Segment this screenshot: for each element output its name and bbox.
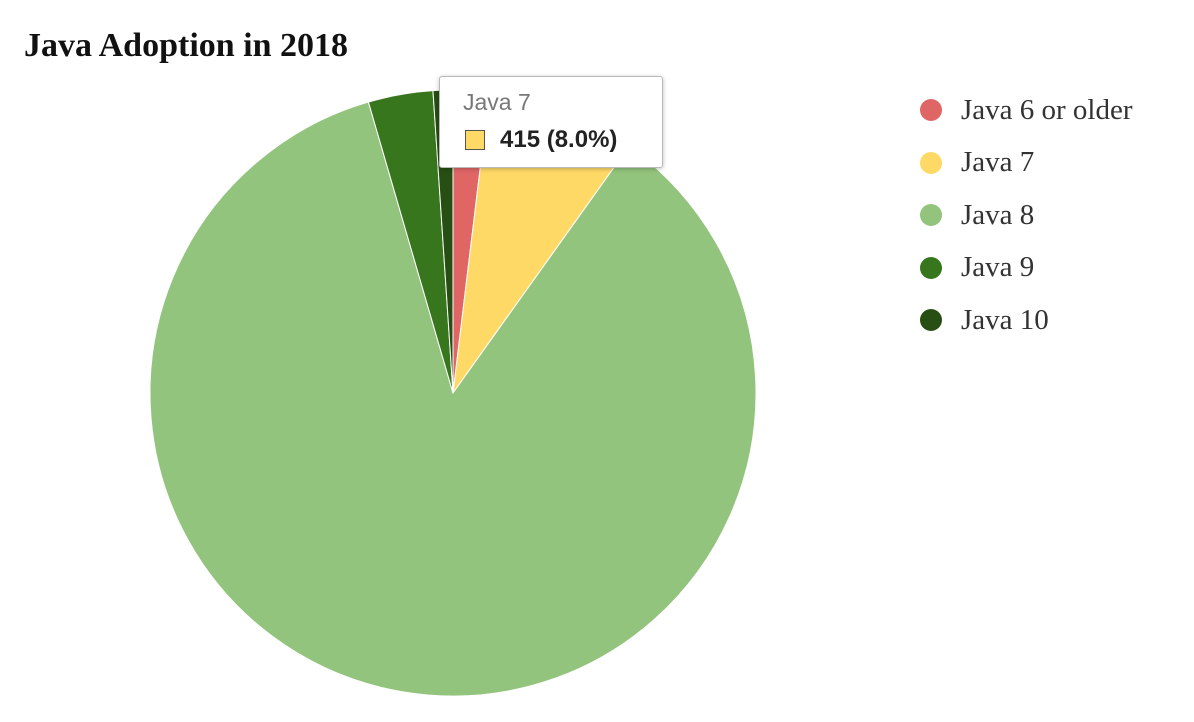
pie-slice-java-8[interactable] bbox=[149, 101, 757, 697]
legend-item-java-7[interactable]: Java 7 bbox=[920, 137, 1133, 190]
legend-label: Java 6 or older bbox=[961, 93, 1133, 126]
legend-swatch bbox=[920, 151, 942, 174]
legend-item-java-6-or-older[interactable]: Java 6 or older bbox=[920, 84, 1133, 137]
legend-item-java-10[interactable]: Java 10 bbox=[920, 294, 1133, 347]
chart-title: Java Adoption in 2018 bbox=[24, 27, 349, 64]
legend-swatch bbox=[920, 99, 942, 122]
legend-label: Java 9 bbox=[961, 251, 1035, 284]
legend-swatch bbox=[920, 256, 942, 279]
legend-label: Java 7 bbox=[961, 146, 1035, 179]
legend-swatch bbox=[920, 309, 942, 332]
legend: Java 6 or older Java 7 Java 8 Java 9 Java 10 bbox=[920, 84, 1133, 347]
legend-item-java-9[interactable]: Java 9 bbox=[920, 242, 1133, 295]
legend-item-java-8[interactable]: Java 8 bbox=[920, 189, 1133, 242]
tooltip-color-swatch bbox=[465, 130, 485, 150]
tooltip-title: Java 7 bbox=[463, 89, 531, 115]
tooltip: Java 7 415 (8.0%) bbox=[439, 76, 663, 168]
tooltip-value: 415 (8.0%) bbox=[500, 126, 618, 153]
legend-swatch bbox=[920, 204, 942, 227]
legend-label: Java 10 bbox=[961, 303, 1049, 336]
legend-label: Java 8 bbox=[961, 198, 1035, 231]
